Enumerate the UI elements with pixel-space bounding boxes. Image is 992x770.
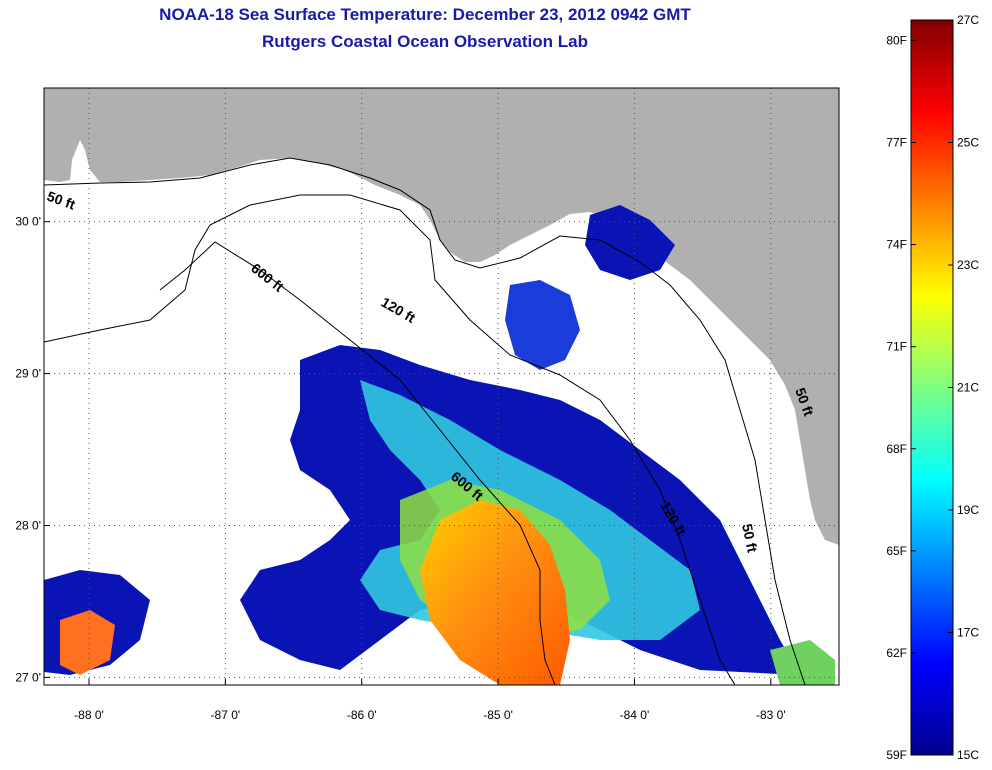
colorbar-fahrenheit-label: 71F [886,340,907,354]
contour-50ft [44,157,806,685]
contour-600ft [159,241,556,685]
sst-warm-patch-southwest [60,610,115,675]
colorbar-fahrenheit-label: 80F [886,33,907,47]
colorbar-fahrenheit-label: 74F [886,238,907,252]
lat-tick-label: 30 0' [15,215,41,229]
colorbar-fahrenheit-label: 59F [886,748,907,762]
lon-tick-label: -83 0' [756,708,786,722]
colorbar-celsius-label: 15C [957,748,979,762]
colorbar-celsius-label: 19C [957,503,979,517]
lon-tick-label: -86 0' [347,708,377,722]
contour-label-50ft-south: 50 ft [739,522,761,554]
colorbar-celsius-label: 27C [957,13,979,27]
sst-cold-patch-bay [505,280,580,370]
colorbar-celsius-label: 21C [957,381,979,395]
lat-tick-label: 27 0' [15,670,41,684]
map-subtitle: Rutgers Coastal Ocean Observation Lab [262,32,588,51]
colorbar-fahrenheit-label: 62F [886,646,907,660]
contour-120ft [44,194,736,685]
colorbar-celsius-label: 17C [957,626,979,640]
colorbar-fahrenheit-label: 68F [886,442,907,456]
sst-cold-patch-northeast [585,205,675,280]
sst-warm-core [420,500,570,685]
lat-tick-label: 28 0' [15,518,41,532]
lon-tick-label: -87 0' [211,708,241,722]
latitude-axis: 30 0' 29 0' 28 0' 27 0' [15,215,50,684]
colorbar-fahrenheit-label: 65F [886,544,907,558]
colorbar-gradient [910,19,954,756]
lon-tick-label: -84 0' [620,708,650,722]
land-mass [44,88,839,545]
longitude-axis: -88 0' -87 0' -86 0' -85 0' -84 0' -83 0' [74,679,786,722]
lat-tick-label: 29 0' [15,367,41,381]
lon-tick-label: -88 0' [74,708,104,722]
colorbar-celsius-label: 25C [957,136,979,150]
plot-frame [43,87,840,686]
sst-green-patch-southeast [770,640,835,685]
colorbar-celsius-label: 23C [957,258,979,272]
colorbar-fahrenheit-label: 77F [886,136,907,150]
map-title: NOAA-18 Sea Surface Temperature: Decembe… [159,5,691,24]
lon-tick-label: -85 0' [483,708,513,722]
